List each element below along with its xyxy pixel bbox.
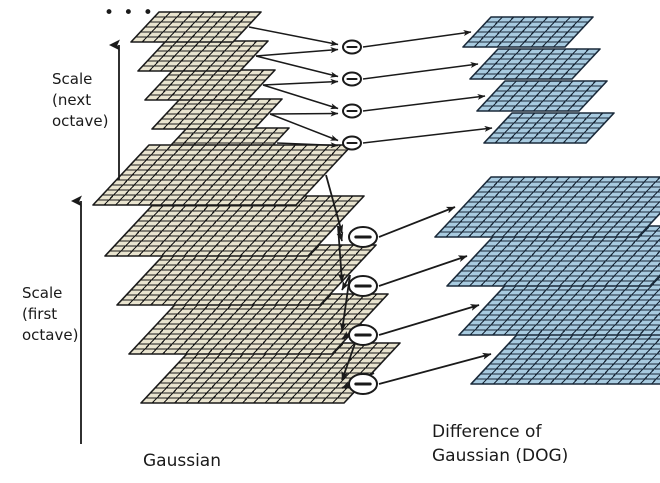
difference-operator-first-octave-4 — [348, 373, 378, 395]
gaussian-label: Gaussian — [143, 451, 221, 471]
plane-stack-layer — [92, 11, 660, 404]
connector-operator-to-dog — [362, 93, 486, 112]
difference-operator-next-octave-3 — [342, 103, 362, 119]
difference-operator-first-octave-3 — [348, 324, 378, 346]
connector-gaussian-to-operator — [262, 78, 339, 86]
gaussian-plane-next-octave-4 — [151, 98, 283, 130]
gaussian-plane-next-octave-2 — [137, 40, 269, 72]
scale-next-octave-label: Scale (next octave) — [52, 70, 108, 130]
connector-gaussian-to-operator — [276, 142, 339, 149]
connector-operator-to-dog — [378, 206, 456, 238]
scale-next-line-3: octave) — [52, 112, 108, 130]
connector-gaussian-to-operator — [341, 274, 351, 291]
difference-operator-next-octave-4 — [342, 135, 362, 151]
dog-plane-next-octave-3 — [476, 80, 608, 112]
dog-plane-next-octave-1 — [462, 16, 594, 48]
connector-operator-to-dog — [378, 255, 468, 287]
connector-gaussian-to-operator — [325, 174, 344, 234]
connector-operator-to-dog — [362, 30, 472, 48]
dog-label: Difference of Gaussian (DOG) — [432, 422, 568, 466]
connector-operator-to-dog — [362, 61, 479, 80]
gaussian-plane-first-octave-1 — [92, 144, 353, 206]
connector-gaussian-to-operator — [269, 110, 339, 117]
scale-first-line-3: octave) — [22, 326, 78, 344]
dog-plane-first-octave-1 — [434, 176, 660, 238]
difference-operator-first-octave-2 — [348, 275, 378, 297]
operator-layer — [342, 39, 378, 395]
difference-operator-next-octave-1 — [342, 39, 362, 55]
gaussian-plane-next-octave-3 — [144, 69, 276, 101]
dog-plane-next-octave-4 — [483, 112, 615, 144]
scale-next-line-1: Scale — [52, 70, 92, 88]
difference-operator-first-octave-1 — [348, 226, 378, 248]
scale-next-line-2: (next — [52, 91, 91, 109]
scale-axis-layer — [71, 39, 120, 444]
scale-first-line-2: (first — [22, 305, 57, 323]
ellipsis-label: • • • — [104, 3, 155, 23]
connector-gaussian-to-operator — [255, 47, 339, 57]
scale-first-octave-label: Scale (first octave) — [22, 284, 78, 344]
connector-gaussian-to-operator — [262, 84, 339, 110]
gaussian-plane-next-octave-1 — [130, 11, 262, 43]
connector-gaussian-to-operator — [269, 113, 339, 142]
dog-label-line-2: Gaussian (DOG) — [432, 446, 568, 466]
connector-operator-to-dog — [378, 304, 480, 336]
dog-plane-next-octave-2 — [469, 48, 601, 80]
connector-gaussian-to-operator — [248, 26, 339, 46]
connector-gaussian-to-operator — [337, 225, 345, 283]
gaussian-plane-first-octave-2 — [104, 195, 365, 257]
connector-operator-to-dog — [378, 352, 492, 385]
connector-gaussian-to-operator — [255, 55, 339, 78]
dog-label-line-1: Difference of — [432, 422, 542, 442]
difference-operator-next-octave-2 — [342, 71, 362, 87]
gaussian-plane-first-octave-4 — [128, 293, 389, 355]
scale-first-line-1: Scale — [22, 284, 62, 302]
connector-operator-to-dog — [362, 125, 493, 144]
